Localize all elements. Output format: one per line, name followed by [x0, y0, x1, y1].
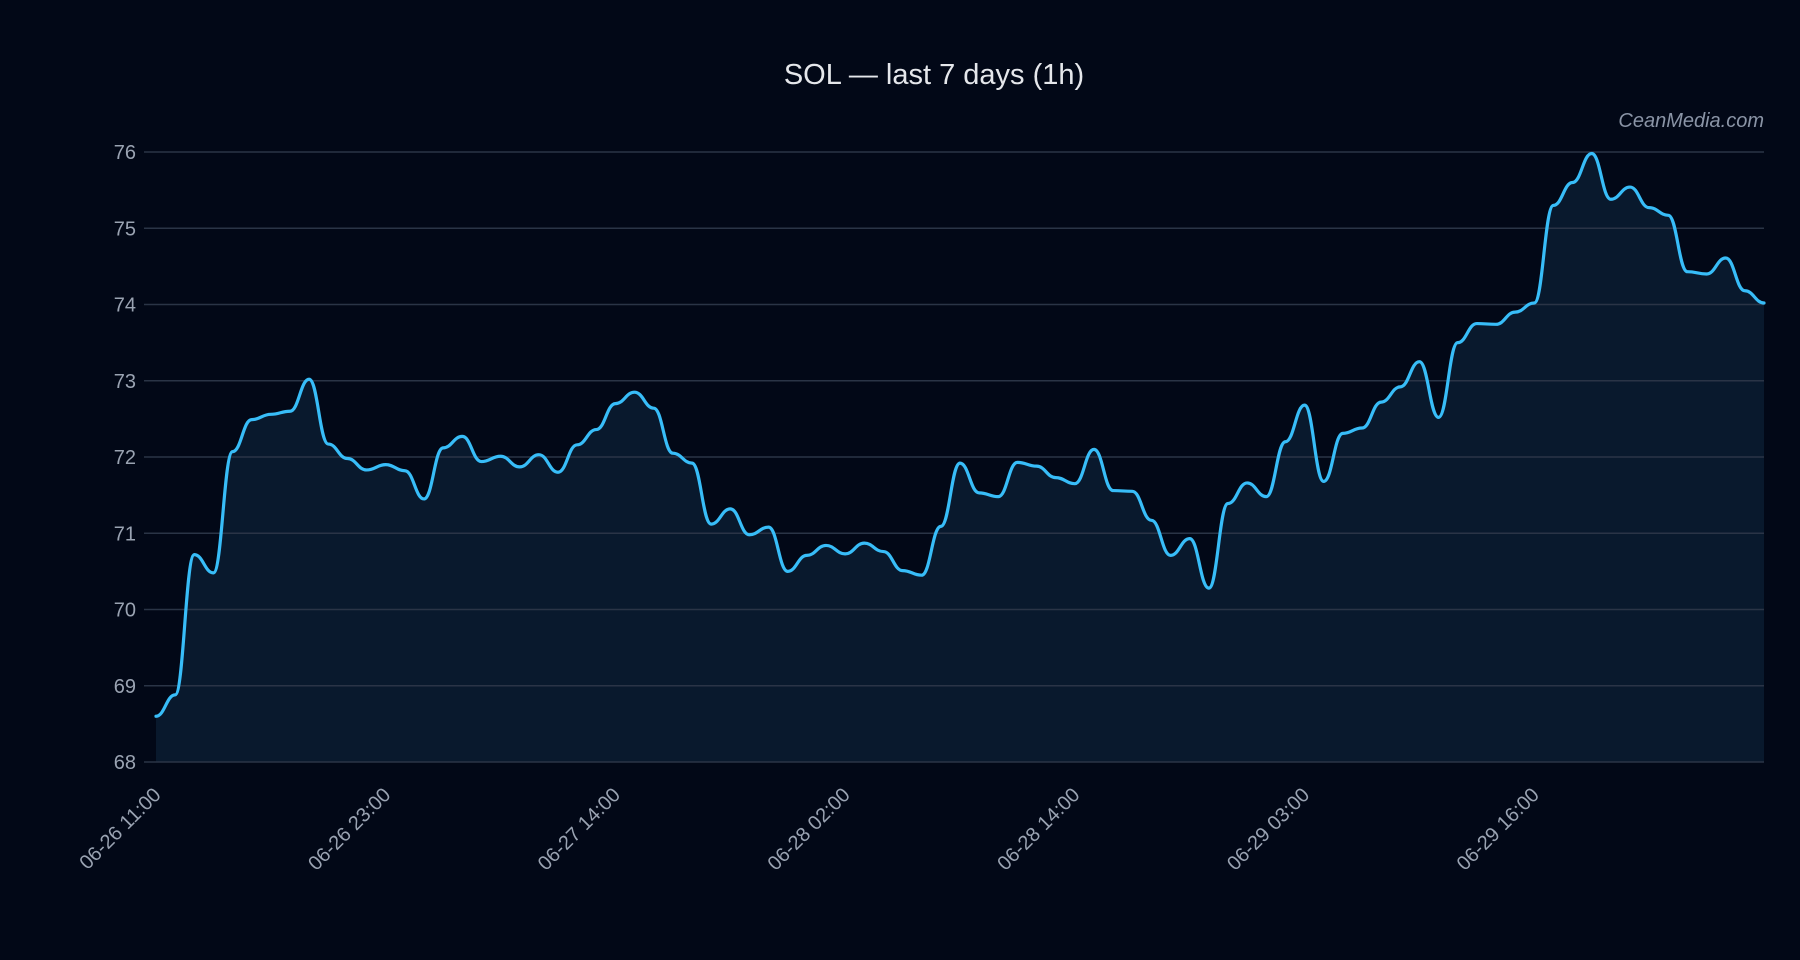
- y-axis-ticks: 68 69 70 71 72 73 74 75 76: [114, 142, 136, 774]
- y-tick-label: 72: [114, 447, 136, 469]
- grid-layer: [144, 151, 1764, 763]
- y-tick-label: 76: [114, 142, 136, 164]
- chart-title: SOL — last 7 days (1h): [784, 59, 1084, 91]
- y-tick-label: 68: [114, 752, 136, 774]
- y-tick-label: 71: [114, 523, 136, 545]
- y-tick-label: 69: [114, 676, 136, 698]
- y-tick-label: 75: [114, 218, 136, 240]
- y-tick-label: 74: [114, 295, 136, 317]
- watermark: CeanMedia.com: [1618, 110, 1764, 132]
- y-tick-label: 70: [114, 600, 136, 622]
- price-line: [154, 151, 1766, 718]
- y-tick-label: 73: [114, 371, 136, 393]
